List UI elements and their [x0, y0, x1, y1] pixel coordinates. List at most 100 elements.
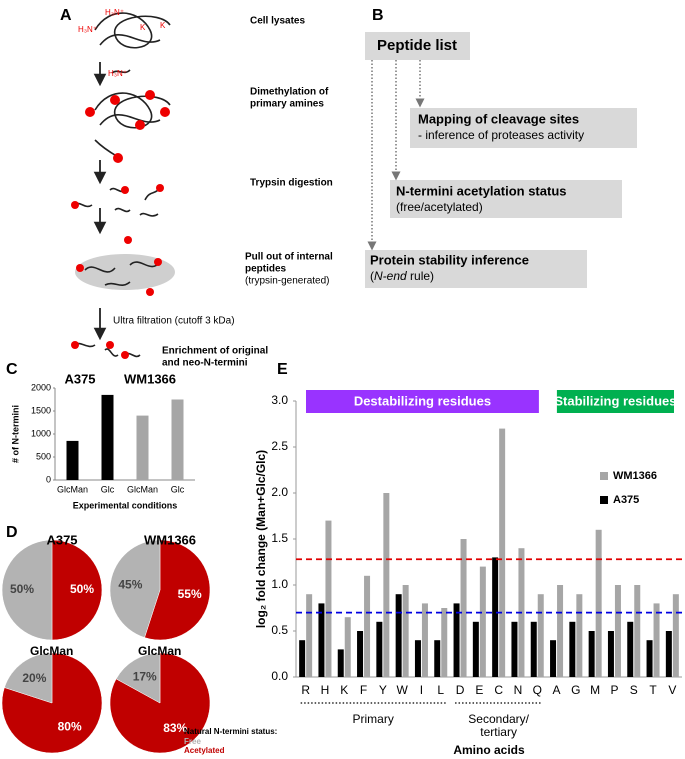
x-tick-label: GlcMan [127, 484, 158, 494]
bar [395, 594, 402, 677]
pie-label: 50% [10, 582, 34, 596]
x-tick-label: Glc [171, 484, 185, 494]
bar [614, 585, 621, 677]
x-tick-label: E [475, 683, 483, 697]
bar [414, 640, 421, 677]
mapping-title: Mapping of cleavage sites [418, 111, 579, 126]
y-tick-label: 2000 [31, 382, 51, 392]
group-label: Primary [353, 712, 394, 726]
bar [453, 603, 460, 677]
x-tick-label: F [360, 683, 367, 697]
legend-entry: WM1366 [613, 470, 657, 482]
pie-slice [109, 539, 161, 638]
bar [588, 631, 595, 677]
pie-row-label: Glc [138, 757, 158, 759]
bar [299, 640, 306, 677]
y-tick-label: 0.5 [271, 623, 288, 637]
legend-entry: Free [184, 737, 201, 746]
y-tick-label: 500 [36, 451, 51, 461]
x-axis-label: Experimental conditions [73, 500, 178, 510]
mapping-note: - inference of proteases activity [418, 128, 584, 142]
bar [646, 640, 653, 677]
pie-slice [51, 539, 103, 641]
pie-column-label: A375 [46, 532, 77, 547]
bar [665, 631, 672, 677]
y-tick-label: 3.0 [271, 393, 288, 407]
x-axis-label: Amino acids [453, 743, 525, 757]
bar [653, 603, 660, 677]
x-tick-label: M [590, 683, 600, 697]
y-axis-label: log₂ fold change (Man+Glc/Glc) [254, 450, 268, 628]
pie-slice [115, 652, 161, 704]
x-tick-label: R [301, 683, 310, 697]
bar [357, 631, 364, 677]
bar [460, 539, 467, 677]
y-tick-label: 1000 [31, 428, 51, 438]
y-tick-label: 0.0 [271, 669, 288, 683]
pie-label: 45% [118, 577, 142, 591]
bar [441, 608, 448, 677]
bar [434, 640, 441, 677]
step-label: Trypsin digestion [250, 178, 333, 189]
panel-b-diagram [365, 32, 637, 288]
bar [537, 594, 544, 677]
legend-swatch [600, 472, 608, 480]
panel-label: D [6, 524, 18, 541]
pie-label: 50% [70, 582, 94, 596]
pie-label: 80% [58, 719, 82, 733]
panel-a-illustration [71, 12, 175, 359]
legend-swatch [600, 496, 608, 504]
pie-label: 20% [22, 671, 46, 685]
group-label: tertiary [480, 725, 517, 739]
x-tick-label: H [321, 683, 330, 697]
bar [383, 493, 390, 677]
step-label: Dimethylation of [250, 87, 329, 98]
bar [595, 529, 602, 677]
banner-label: Destabilizing residues [354, 393, 491, 408]
bar [576, 594, 583, 677]
x-tick-label: Q [533, 683, 542, 697]
group-label: Secondary/ [468, 712, 529, 726]
bar [325, 520, 332, 677]
pie-label: 17% [133, 669, 157, 683]
legend-entry: A375 [613, 494, 639, 506]
x-tick-label: V [668, 683, 676, 697]
pie-column-label: WM1366 [144, 532, 196, 547]
pie-label: 83% [163, 721, 187, 735]
acetylation-note: (free/acetylated) [396, 200, 483, 214]
bar [136, 415, 149, 480]
x-tick-label: P [610, 683, 618, 697]
banner [556, 390, 674, 413]
acetylation-title: N-termini acetylation status [396, 183, 567, 198]
bar [607, 631, 614, 677]
bar [672, 594, 679, 677]
bar [306, 594, 313, 677]
step-note: (trypsin-generated) [245, 276, 329, 287]
bar [557, 585, 564, 677]
x-tick-label: K [340, 683, 348, 697]
pie-row-label: GlcMan [138, 644, 181, 658]
pie-row-label: Glc [30, 757, 50, 759]
y-axis-label: # of N-termini [10, 405, 20, 463]
step-label: primary amines [250, 99, 324, 110]
bar [472, 621, 479, 677]
panel-label: B [372, 7, 384, 24]
x-tick-label: GlcMan [57, 484, 88, 494]
bar [492, 557, 499, 677]
panel-label: A [60, 7, 72, 24]
x-tick-label: L [437, 683, 444, 697]
banner-label: Stabilizing residues [554, 393, 676, 408]
x-tick-label: A [553, 683, 561, 697]
banner [306, 390, 539, 413]
x-tick-label: D [456, 683, 465, 697]
step-label: Enrichment of original [162, 346, 268, 357]
bar [479, 566, 486, 677]
bar [376, 621, 383, 677]
bar [402, 585, 409, 677]
bar [171, 399, 184, 480]
y-tick-label: 2.5 [271, 439, 288, 453]
pie-slice [144, 539, 211, 641]
x-tick-label: T [649, 683, 657, 697]
pie-slice [1, 539, 53, 641]
bar [66, 440, 79, 480]
